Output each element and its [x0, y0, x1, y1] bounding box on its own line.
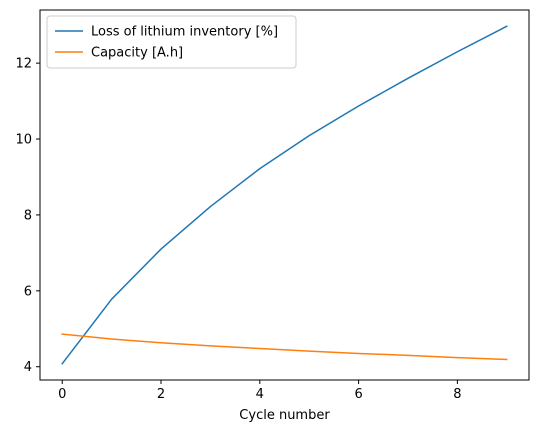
x-axis-ticks: 0 2 4 6 8	[58, 380, 462, 402]
legend: Loss of lithium inventory [%] Capacity [A…	[46, 15, 297, 69]
x-tick-label: 2	[157, 387, 165, 402]
y-axis-ticks: 4 6 8 10 12	[15, 57, 40, 375]
y-tick-label: 6	[24, 284, 32, 299]
series-line-1	[61, 25, 508, 365]
legend-label: Loss of lithium inventory [%]	[91, 25, 278, 40]
y-tick-label: 12	[15, 57, 32, 72]
y-tick-label: 4	[24, 360, 32, 375]
x-tick-label: 0	[58, 387, 66, 402]
x-tick-label: 6	[354, 387, 362, 402]
series-line-2	[61, 333, 508, 361]
y-tick-label: 8	[24, 208, 32, 223]
legend-box	[46, 15, 297, 69]
x-axis-label: Cycle number	[239, 408, 330, 423]
axes-frame	[39, 9, 530, 381]
x-tick-label: 8	[453, 387, 461, 402]
series-layer	[61, 25, 508, 365]
legend-label: Capacity [A.h]	[91, 46, 183, 61]
y-tick-label: 10	[15, 133, 32, 148]
x-tick-label: 4	[256, 387, 264, 402]
